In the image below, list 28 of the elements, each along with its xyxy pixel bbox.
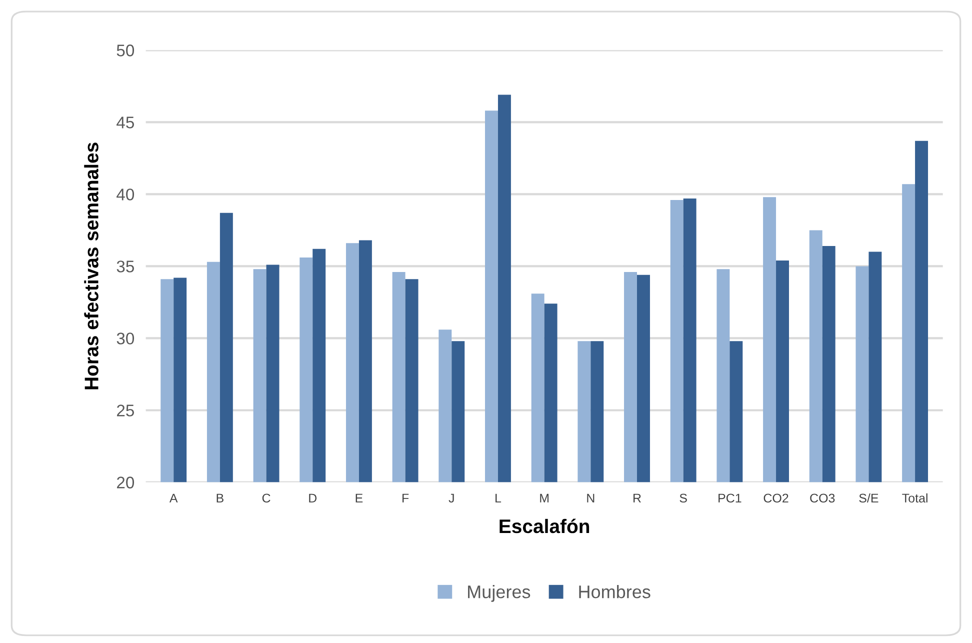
x-tick-label: S/E [859,493,878,503]
x-tick-label: A [169,494,178,502]
y-tick-label: 20 [116,476,134,488]
x-tick-label: E [356,494,363,502]
x-tick-label: CO3 [810,494,835,503]
y-tick-label: 45 [116,116,134,128]
x-tick-label: S [680,494,687,503]
x-tick-label: C [262,494,270,503]
x-tick-label: L [496,494,502,502]
x-tick-label: B [216,494,224,502]
x-tick-label: M [540,494,548,502]
x-tick-label: D [309,494,317,502]
x-tick-label: R [634,494,641,502]
y-tick-label: 50 [116,44,134,56]
legend-label: Hombres [579,585,650,598]
x-tick-label: F [402,494,409,502]
y-tick-label: 25 [116,404,134,416]
x-tick-label: N [587,494,594,502]
x-tick-label: Total [902,493,928,503]
y-axis-title: Horas efectivas semanales [84,142,98,390]
y-tick-label: 40 [116,188,134,200]
y-tick-label: 30 [116,332,134,344]
x-tick-label: CO2 [764,494,788,503]
legend-label: Mujeres [468,585,530,602]
x-tick-label: J [448,494,454,503]
y-tick-label: 35 [116,260,134,272]
x-axis-title: Escalafón [500,518,590,534]
x-tick-label: PC1 [718,494,742,503]
